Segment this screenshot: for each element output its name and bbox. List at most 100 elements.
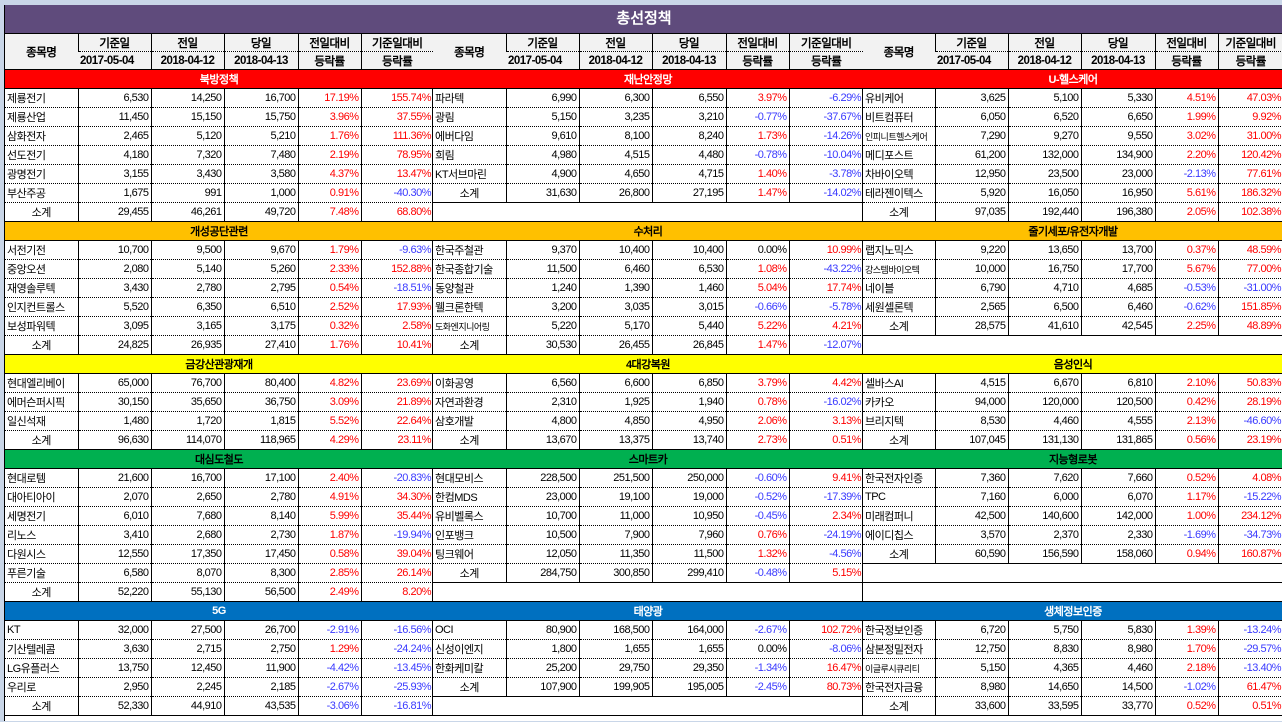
stock-name: 테라젠이텍스 <box>863 183 935 203</box>
subtotal-row[interactable]: 소계 60,590 156,590 158,060 0.94% 160.87% <box>863 544 1282 564</box>
table-row[interactable]: 세원셀론텍 2,565 6,500 6,460 -0.62% 151.85% <box>863 297 1282 317</box>
table-row[interactable]: 푸른기술 6,580 8,070 8,300 2.85% 26.14% <box>5 563 433 583</box>
prev-price: 11,000 <box>578 506 652 526</box>
table-row[interactable]: 유비벨록스 10,700 11,000 10,950 -0.45% 2.34% <box>433 506 863 526</box>
table-row[interactable]: 현대로템 21,600 16,700 17,100 2.40% -20.83% <box>5 468 433 488</box>
table-row[interactable]: 현대모비스 228,500 251,500 250,000 -0.60% 9.41% <box>433 468 863 488</box>
subtotal-row[interactable]: 소계 284,750 300,850 299,410 -0.48% 5.15% <box>433 563 863 583</box>
table-row[interactable]: 한국종합기술 11,500 6,460 6,530 1.08% -43.22% <box>433 259 863 279</box>
table-row[interactable]: 한국전자인증 7,360 7,620 7,660 0.52% 4.08% <box>863 468 1282 488</box>
subtotal-row[interactable]: 소계 52,220 55,130 56,500 2.49% 8.20% <box>5 582 433 602</box>
stock-name: 재영솔루텍 <box>5 278 78 298</box>
table-row[interactable]: 광명전기 3,155 3,430 3,580 4.37% 13.47% <box>5 164 433 184</box>
table-row[interactable]: KT 32,000 27,500 26,700 -2.91% -16.56% <box>5 620 433 640</box>
table-row[interactable]: 중앙오션 2,080 5,140 5,260 2.33% 152.88% <box>5 259 433 279</box>
subtotal-row[interactable]: 소계 31,630 26,800 27,195 1.47% -14.02% <box>433 183 863 203</box>
today-price: 131,865 <box>1080 430 1155 450</box>
since-change: 111.36% <box>360 126 433 146</box>
table-row[interactable]: 차바이오텍 12,950 23,500 23,000 -2.13% 77.61% <box>863 164 1282 184</box>
table-row[interactable]: 인지컨트롤스 5,520 6,350 6,510 2.52% 17.93% <box>5 297 433 317</box>
table-row[interactable]: 삼호개발 4,800 4,850 4,950 2.06% 3.13% <box>433 411 863 431</box>
table-row[interactable]: 유비케어 3,625 5,100 5,330 4.51% 47.03% <box>863 88 1282 108</box>
stock-table: 종목명 기준일 전일 당일 전일대비 기준일대비 2017-05-04 2018-04-12 2… <box>5 34 433 716</box>
table-row[interactable]: 서전기전 10,700 9,500 9,670 1.79% -9.63% <box>5 240 433 260</box>
table-row[interactable]: 자연과환경 2,310 1,925 1,940 0.78% -16.02% <box>433 392 863 412</box>
table-row[interactable]: 리노스 3,410 2,680 2,730 1.87% -19.94% <box>5 525 433 545</box>
table-row[interactable]: 대아티아이 2,070 2,650 2,780 4.91% 34.30% <box>5 487 433 507</box>
table-row[interactable]: 한국정보인증 6,720 5,750 5,830 1.39% -13.24% <box>863 620 1282 640</box>
table-row[interactable]: 미래컴퍼니 42,500 140,600 142,000 1.00% 234.12% <box>863 506 1282 526</box>
stock-name: 웰크론한텍 <box>433 297 506 317</box>
table-row[interactable]: 이글루시큐리티 5,150 4,365 4,460 2.18% -13.40% <box>863 658 1282 678</box>
table-row[interactable]: 동양철관 1,240 1,390 1,460 5.04% 17.74% <box>433 278 863 298</box>
table-row[interactable]: 기산텔레콤 3,630 2,715 2,750 1.29% -24.24% <box>5 639 433 659</box>
table-row[interactable]: 카카오 94,000 120,000 120,500 0.42% 28.19% <box>863 392 1282 412</box>
header-prev_date: 2018-04-12 <box>578 51 652 70</box>
header-today: 당일 <box>651 34 726 52</box>
dod-change: 1.87% <box>297 525 361 545</box>
prev-price: 114,070 <box>150 430 224 450</box>
since-change: 0.51% <box>788 430 863 450</box>
table-row[interactable]: 웰크론한텍 3,200 3,035 3,015 -0.66% -5.78% <box>433 297 863 317</box>
table-row[interactable]: 인포뱅크 10,500 7,900 7,960 0.76% -24.19% <box>433 525 863 545</box>
subtotal-row[interactable]: 소계 13,670 13,375 13,740 2.73% 0.51% <box>433 430 863 450</box>
today-price: 9,550 <box>1080 126 1155 146</box>
subtotal-row[interactable]: 소계 28,575 41,610 42,545 2.25% 48.89% <box>863 316 1282 336</box>
table-row[interactable]: 신성이엔지 1,800 1,655 1,655 0.00% -8.06% <box>433 639 863 659</box>
table-row[interactable]: 랩지노믹스 9,220 13,650 13,700 0.37% 48.59% <box>863 240 1282 260</box>
table-row[interactable]: 셀바스AI 4,515 6,670 6,810 2.10% 50.83% <box>863 373 1282 393</box>
table-row[interactable]: 우리로 2,950 2,245 2,185 -2.67% -25.93% <box>5 677 433 697</box>
table-row[interactable]: 한화케미칼 25,200 29,750 29,350 -1.34% 16.47% <box>433 658 863 678</box>
base-price: 12,550 <box>77 544 151 564</box>
table-row[interactable]: 한국전자금융 8,980 14,650 14,500 -1.02% 61.47% <box>863 677 1282 697</box>
subtotal-row[interactable]: 소계 24,825 26,935 27,410 1.76% 10.41% <box>5 335 433 355</box>
table-row[interactable]: 보성파워텍 3,095 3,165 3,175 0.32% 2.58% <box>5 316 433 336</box>
since-change: 10.99% <box>788 240 863 260</box>
table-row[interactable]: 인피니트헬스케어 7,290 9,270 9,550 3.02% 31.00% <box>863 126 1282 146</box>
table-row[interactable]: 네이블 6,790 4,710 4,685 -0.53% -31.00% <box>863 278 1282 298</box>
table-row[interactable]: 한컴MDS 23,000 19,100 19,000 -0.52% -17.39% <box>433 487 863 507</box>
subtotal-row[interactable]: 소계 107,900 199,905 195,005 -2.45% 80.73% <box>433 677 863 697</box>
subtotal-row[interactable]: 소계 52,330 44,910 43,535 -3.06% -16.81% <box>5 696 433 716</box>
table-row[interactable]: 에버다임 9,610 8,100 8,240 1.73% -14.26% <box>433 126 863 146</box>
subtotal-row[interactable]: 소계 29,455 46,261 49,720 7.48% 68.80% <box>5 202 433 222</box>
subtotal-row[interactable]: 소계 33,600 33,595 33,770 0.52% 0.51% <box>863 696 1282 716</box>
table-row[interactable]: 광림 5,150 3,235 3,210 -0.77% -37.67% <box>433 107 863 127</box>
table-row[interactable]: 에머슨퍼시픽 30,150 35,650 36,750 3.09% 21.89% <box>5 392 433 412</box>
subtotal-row[interactable]: 소계 96,630 114,070 118,965 4.29% 23.11% <box>5 430 433 450</box>
table-row[interactable]: 한국주철관 9,370 10,400 10,400 0.00% 10.99% <box>433 240 863 260</box>
table-row[interactable]: 제룡산업 11,450 15,150 15,750 3.96% 37.55% <box>5 107 433 127</box>
table-row[interactable]: KT서브마린 4,900 4,650 4,715 1.40% -3.78% <box>433 164 863 184</box>
table-row[interactable]: 다원시스 12,550 17,350 17,450 0.58% 39.04% <box>5 544 433 564</box>
table-row[interactable]: 선도전기 4,180 7,320 7,480 2.19% 78.95% <box>5 145 433 165</box>
stock-name: 셀바스AI <box>863 373 935 393</box>
subtotal-row[interactable]: 소계 107,045 131,130 131,865 0.56% 23.19% <box>863 430 1282 450</box>
today-price: 2,795 <box>223 278 298 298</box>
table-row[interactable]: 삼화전자 2,465 5,120 5,210 1.76% 111.36% <box>5 126 433 146</box>
table-row[interactable]: 파라텍 6,990 6,300 6,550 3.97% -6.29% <box>433 88 863 108</box>
table-row[interactable]: 삼본정밀전자 12,750 8,830 8,980 1.70% -29.57% <box>863 639 1282 659</box>
table-row[interactable]: 제룡전기 6,530 14,250 16,700 17.19% 155.74% <box>5 88 433 108</box>
table-row[interactable]: 테라젠이텍스 5,920 16,050 16,950 5.61% 186.32% <box>863 183 1282 203</box>
since-change: -5.78% <box>788 297 863 317</box>
table-row[interactable]: 팅크웨어 12,050 11,350 11,500 1.32% -4.56% <box>433 544 863 564</box>
table-row[interactable]: TPC 7,160 6,000 6,070 1.17% -15.22% <box>863 487 1282 507</box>
table-row[interactable]: 희림 4,980 4,515 4,480 -0.78% -10.04% <box>433 145 863 165</box>
table-row[interactable]: 이화공영 6,560 6,600 6,850 3.79% 4.42% <box>433 373 863 393</box>
table-row[interactable]: 현대엘리베이 65,000 76,700 80,400 4.82% 23.69% <box>5 373 433 393</box>
table-row[interactable]: 부산주공 1,675 991 1,000 0.91% -40.30% <box>5 183 433 203</box>
table-row[interactable]: LG유플러스 13,750 12,450 11,900 -4.42% -13.45% <box>5 658 433 678</box>
table-row[interactable]: 강스템바이오텍 10,000 16,750 17,700 5.67% 77.00% <box>863 259 1282 279</box>
table-row[interactable]: OCI 80,900 168,500 164,000 -2.67% 102.72% <box>433 620 863 640</box>
table-row[interactable]: 비트컴퓨터 6,050 6,520 6,650 1.99% 9.92% <box>863 107 1282 127</box>
table-row[interactable]: 에이디칩스 3,570 2,370 2,330 -1.69% -34.73% <box>863 525 1282 545</box>
table-row[interactable]: 일신석재 1,480 1,720 1,815 5.52% 22.64% <box>5 411 433 431</box>
table-row[interactable]: 세명전기 6,010 7,680 8,140 5.99% 35.44% <box>5 506 433 526</box>
table-row[interactable]: 브리지텍 8,530 4,460 4,555 2.13% -46.60% <box>863 411 1282 431</box>
table-row[interactable]: 도화엔지니어링 5,220 5,170 5,440 5.22% 4.21% <box>433 316 863 336</box>
subtotal-row[interactable]: 소계 30,530 26,455 26,845 1.47% -12.07% <box>433 335 863 355</box>
table-row[interactable]: 메디포스트 61,200 132,000 134,900 2.20% 120.42% <box>863 145 1282 165</box>
subtotal-row[interactable]: 소계 97,035 192,440 196,380 2.05% 102.38% <box>863 202 1282 222</box>
table-row[interactable]: 재영솔루텍 3,430 2,780 2,795 0.54% -18.51% <box>5 278 433 298</box>
dod-change: 3.79% <box>725 373 789 393</box>
